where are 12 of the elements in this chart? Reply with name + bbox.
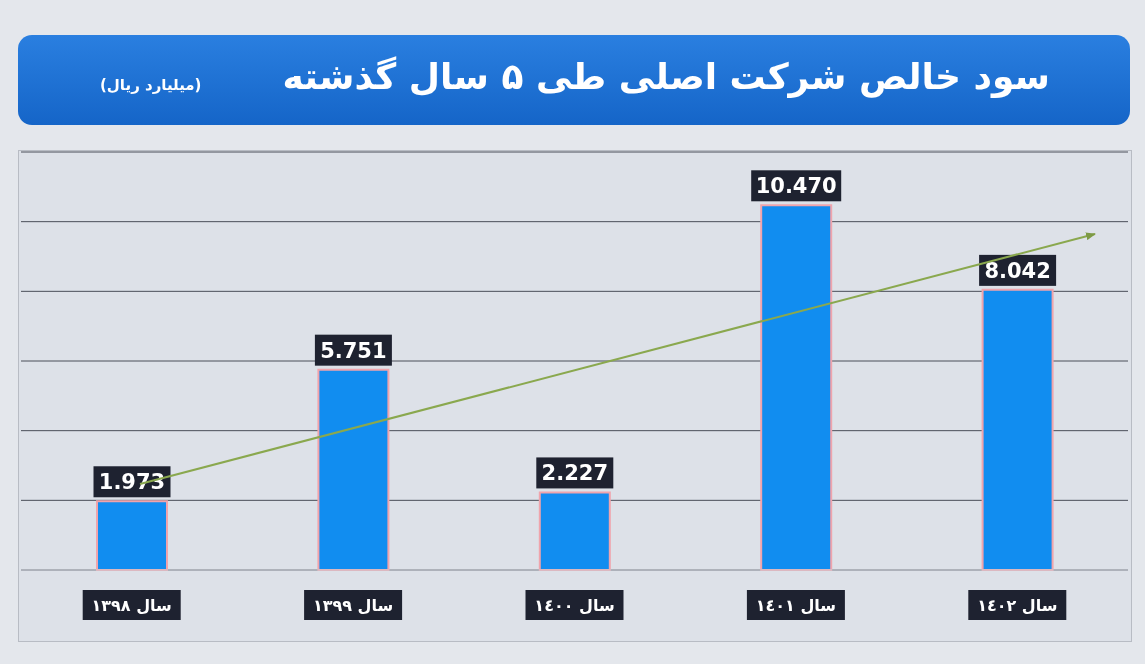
data-label: 10.470 [755,174,837,199]
x-tick-label: سال ١٤٠٠ [534,596,615,615]
chart-title: سود خالص شرکت اصلی طی ۵ سال گذشته [282,55,1050,100]
x-tick-label: سال ١٤٠٢ [977,596,1058,615]
data-label: 2.227 [541,461,609,486]
x-tick-label: سال ١٣٩٨ [91,596,172,615]
chart-subtitle: (میلیارد ریال) [100,75,202,96]
x-tick-label: سال ١٤٠١ [755,596,837,615]
data-label: 5.751 [320,338,387,363]
data-label: 1.973 [98,470,166,495]
x-tick-label: سال ١٣٩٩ [312,596,394,615]
data-label: 8.042 [984,258,1051,283]
